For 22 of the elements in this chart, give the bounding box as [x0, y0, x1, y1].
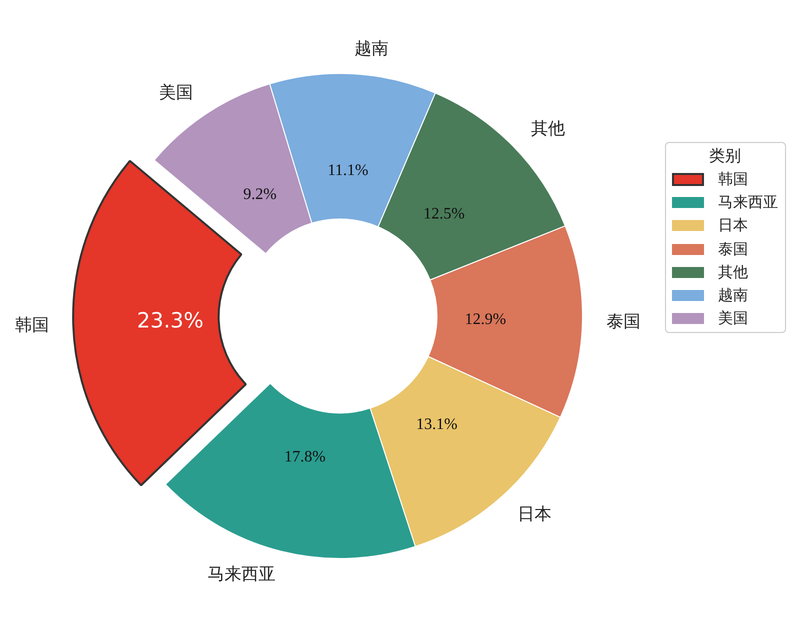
legend-label: 日本 [718, 216, 748, 236]
data-label: 17.8% [284, 448, 326, 466]
legend-label: 越南 [718, 286, 748, 306]
slice-label: 日本 [517, 504, 552, 524]
data-label: 9.2% [243, 186, 277, 203]
legend-label: 美国 [718, 309, 748, 328]
slice-label: 泰国 [606, 312, 641, 332]
legend-label: 其他 [718, 264, 748, 282]
slice-label: 越南 [354, 39, 389, 58]
slice-label: 韩国 [15, 316, 50, 335]
slice-label: 其他 [530, 119, 565, 138]
data-label: 13.1% [416, 416, 458, 433]
slice-label: 美国 [159, 82, 194, 102]
legend-label: 韩国 [718, 170, 748, 190]
data-label: 11.1% [328, 162, 368, 179]
data-label: 12.5% [423, 206, 465, 223]
legend-label: 马来西亚 [718, 194, 778, 212]
data-label: 23.3% [136, 308, 204, 332]
legend-label: 泰国 [718, 240, 748, 259]
data-label: 12.9% [464, 310, 506, 328]
legend-title: 类别 [708, 146, 742, 167]
slice-label: 马来西亚 [208, 564, 276, 584]
